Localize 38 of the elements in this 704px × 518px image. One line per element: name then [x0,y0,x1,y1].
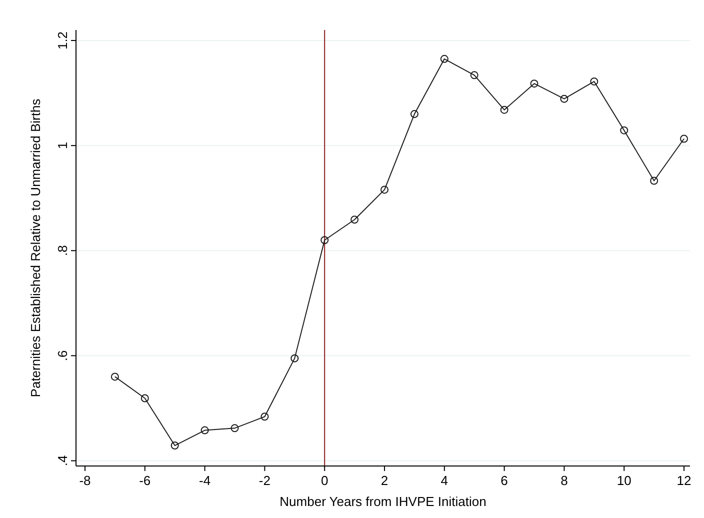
x-tick-label: 4 [440,473,448,488]
point [590,77,598,86]
x-tick-label: -2 [258,473,270,488]
point [650,176,658,185]
y-tick-label: 1.2 [55,31,70,50]
point [320,236,329,244]
point [110,372,119,381]
point [500,106,508,114]
point [410,110,418,118]
x-tick-label: 0 [320,473,328,488]
point [380,186,388,194]
y-tick-label: .4 [55,455,70,466]
x-axis-title: Number Years from IHVPE Initiation [280,494,486,509]
x-tick-label: 10 [616,473,632,488]
point [440,54,448,63]
x-tick-label: 6 [500,473,508,488]
y-tick-label: .8 [55,245,70,256]
x-tick-label: 12 [676,473,692,488]
point [260,412,269,421]
x-tick-label: 2 [380,473,388,488]
x-tick-label: 8 [560,473,568,488]
point [140,394,149,402]
y-axis-title: Paternities Established Relative to Unmarried Births [28,98,43,398]
point [230,424,239,432]
point [170,442,179,450]
point [530,80,538,88]
point [290,354,299,362]
point [560,94,568,103]
x-tick-label: -6 [139,473,151,488]
y-tick-label: 1 [55,142,70,150]
point [350,216,359,224]
point [620,126,628,134]
point [470,71,478,80]
point [200,426,209,434]
y-tick-label: .6 [55,350,70,362]
x-tick-label: -4 [199,473,211,488]
point [680,134,688,143]
x-tick-label: -8 [79,473,91,488]
